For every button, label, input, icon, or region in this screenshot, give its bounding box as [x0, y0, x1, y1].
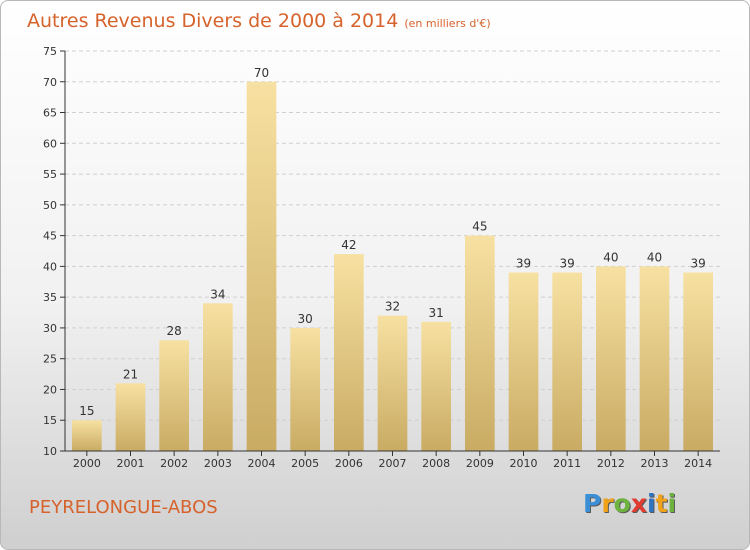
- y-tick-label: 70: [43, 76, 57, 89]
- y-tick-label: 60: [43, 137, 57, 150]
- x-tick-label: 2012: [597, 457, 625, 470]
- logo-letter: i: [647, 489, 656, 518]
- chart-title-text: Autres Revenus Divers de 2000 à 2014: [27, 10, 399, 32]
- x-tick-label: 2005: [291, 457, 319, 470]
- bar: [333, 254, 364, 451]
- bar-value-label: 32: [385, 300, 400, 314]
- chart-unit-note: (en milliers d'€): [404, 17, 491, 30]
- x-tick-label: 2006: [335, 457, 363, 470]
- y-tick-label: 55: [43, 168, 57, 181]
- x-tick-label: 2004: [248, 457, 276, 470]
- bar-value-label: 34: [210, 287, 225, 301]
- bar: [421, 321, 452, 451]
- bar-value-label: 70: [254, 66, 269, 80]
- y-tick-label: 35: [43, 291, 57, 304]
- bar: [639, 266, 670, 451]
- x-tick-label: 2014: [684, 457, 712, 470]
- x-tick-label: 2010: [510, 457, 538, 470]
- x-tick-label: 2009: [466, 457, 494, 470]
- x-tick-label: 2002: [160, 457, 188, 470]
- bar: [246, 81, 277, 452]
- bar: [202, 303, 233, 451]
- y-tick-label: 25: [43, 353, 57, 366]
- proxiti-logo: Proxiti: [583, 489, 676, 518]
- labels: 10 15 20 25 30 35 40 45 50 55 60 65 70 75 2000 15 2001 21…: [43, 45, 712, 470]
- bar: [595, 266, 626, 451]
- bar: [290, 327, 321, 451]
- logo-letter: o: [613, 489, 631, 518]
- bar: [508, 272, 539, 451]
- chart-title: Autres Revenus Divers de 2000 à 2014 (en …: [27, 10, 491, 32]
- bar: [71, 420, 102, 451]
- y-tick-label: 30: [43, 322, 57, 335]
- x-tick-label: 2007: [379, 457, 407, 470]
- bar: [683, 272, 714, 451]
- y-tick-label: 20: [43, 383, 57, 396]
- bar: [464, 235, 495, 451]
- y-tick-label: 40: [43, 260, 57, 273]
- x-tick-label: 2011: [553, 457, 581, 470]
- bar-value-label: 30: [298, 312, 313, 326]
- bar: [115, 383, 146, 451]
- x-tick-label: 2008: [422, 457, 450, 470]
- logo-letter: i: [667, 489, 677, 518]
- y-tick-label: 65: [43, 107, 57, 120]
- commune-name: PEYRELONGUE-ABOS: [29, 497, 218, 518]
- x-tick-label: 2000: [73, 457, 101, 470]
- logo-letter: x: [630, 489, 647, 518]
- bar: [552, 272, 583, 451]
- bar-value-label: 31: [429, 306, 444, 320]
- y-tick-label: 15: [43, 414, 57, 427]
- y-tick-label: 50: [43, 199, 57, 212]
- bar-value-label: 21: [123, 367, 138, 381]
- y-tick-label: 45: [43, 230, 57, 243]
- x-tick-label: 2001: [117, 457, 145, 470]
- logo-letter: t: [655, 489, 668, 518]
- bar-value-label: 39: [560, 257, 575, 271]
- bar-value-label: 42: [341, 238, 356, 252]
- bar: [159, 340, 190, 451]
- y-tick-label: 75: [43, 45, 57, 58]
- y-tick-label: 10: [43, 445, 57, 458]
- bar-value-label: 15: [79, 404, 94, 418]
- bar-value-label: 40: [647, 250, 662, 264]
- x-tick-label: 2003: [204, 457, 232, 470]
- logo-letter: P: [583, 489, 602, 518]
- logo-letter: r: [601, 489, 614, 518]
- bar-value-label: 39: [691, 257, 706, 271]
- bars: [71, 81, 714, 452]
- x-tick-label: 2013: [641, 457, 669, 470]
- bar-value-label: 45: [472, 220, 487, 234]
- axes: [60, 50, 720, 456]
- bar-value-label: 28: [167, 324, 182, 338]
- bar-value-label: 40: [603, 250, 618, 264]
- bar-value-label: 39: [516, 257, 531, 271]
- bar: [377, 315, 408, 451]
